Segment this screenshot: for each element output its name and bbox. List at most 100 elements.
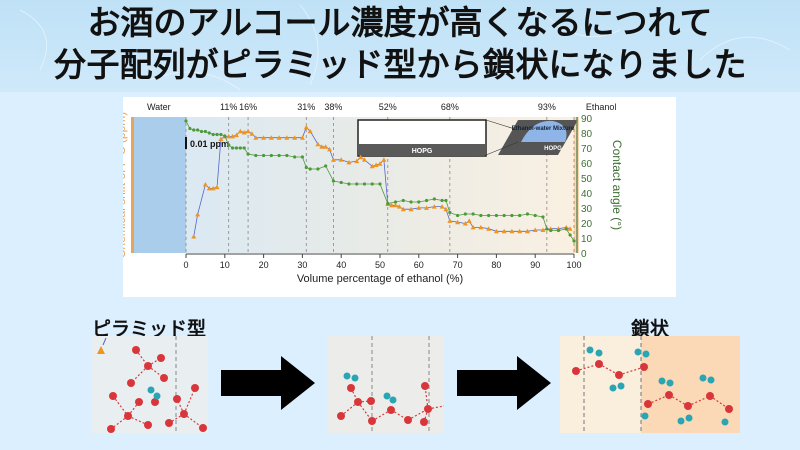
data-point	[215, 132, 219, 137]
data-point	[487, 213, 491, 218]
data-point	[510, 213, 514, 218]
x-tick-label: 100	[566, 260, 581, 270]
data-point	[233, 132, 239, 138]
data-point	[315, 141, 321, 147]
pyramid-label: ピラミッド型	[92, 318, 207, 340]
region-label: 93%	[538, 102, 556, 112]
x-tick-label: 80	[491, 260, 501, 270]
y-right-tick-label: 30	[581, 204, 593, 215]
data-point	[358, 154, 364, 160]
hopg-label: HOPG	[544, 146, 562, 152]
data-point	[517, 228, 523, 234]
data-point	[206, 185, 212, 191]
region-label: 11%	[220, 102, 237, 112]
scale-bar-label: 0.01 ppm	[190, 139, 229, 149]
y-right-tick-label: 0	[581, 249, 587, 260]
y-right-tick-label: 10	[581, 234, 593, 245]
x-tick-label: 70	[453, 260, 463, 270]
data-point	[532, 227, 538, 232]
region-label: 16%	[239, 102, 257, 112]
data-point	[214, 184, 220, 190]
data-point	[269, 153, 273, 158]
data-point	[362, 182, 367, 186]
right-arrow-icon-1	[221, 356, 315, 410]
data-point	[444, 198, 448, 203]
data-point	[354, 158, 360, 164]
data-point	[386, 201, 390, 206]
region-label: 52%	[379, 102, 397, 112]
data-point	[524, 228, 530, 234]
data-point	[188, 126, 192, 131]
data-point	[230, 146, 235, 150]
data-point	[424, 198, 429, 203]
data-point	[471, 212, 475, 216]
y-right-axis-title: Contact angle (°)	[610, 140, 624, 230]
data-point	[478, 224, 484, 230]
data-point	[417, 200, 421, 204]
data-point	[238, 146, 242, 150]
data-point	[319, 144, 325, 149]
data-point	[439, 204, 445, 209]
x-tick-label: 90	[530, 260, 540, 270]
chain-label: 鎖状	[631, 318, 670, 340]
data-point	[307, 128, 313, 134]
data-point	[424, 205, 430, 210]
data-point	[361, 157, 367, 162]
data-point	[203, 129, 207, 134]
pyramid-structure-panel	[91, 336, 208, 433]
chain-structure-panel	[560, 336, 740, 433]
data-point	[199, 129, 204, 134]
data-point	[227, 143, 231, 147]
data-point	[223, 134, 227, 138]
data-point	[447, 218, 453, 223]
data-point	[241, 130, 247, 135]
marble-texture	[19, 4, 791, 91]
x-tick-label: 20	[259, 260, 269, 270]
data-point	[393, 200, 398, 204]
data-point	[316, 167, 320, 171]
x-tick-label: 40	[336, 260, 346, 270]
inset-connector	[485, 141, 519, 156]
data-point	[277, 153, 281, 158]
data-point	[370, 182, 374, 186]
data-point	[262, 153, 266, 158]
data-point	[346, 159, 352, 165]
droplet	[521, 120, 567, 142]
chart: Water 11% 16% 31% 38% 52% 68% 93% Ethanol HOPG Eth…	[123, 102, 624, 285]
data-point	[226, 133, 232, 139]
scale-bar	[185, 137, 187, 149]
x-axis-title: Volume percentage of ethanol (%)	[297, 273, 463, 285]
data-point	[509, 228, 515, 234]
data-point	[572, 239, 576, 243]
data-point	[276, 135, 282, 140]
y-right-tick-label: 20	[581, 219, 593, 230]
transition-structure-panel	[327, 336, 444, 433]
data-point	[486, 226, 492, 231]
data-point	[331, 179, 336, 183]
data-point	[293, 155, 297, 159]
data-point	[549, 228, 553, 233]
data-point	[292, 135, 298, 140]
y-right-tick-label: 70	[581, 144, 593, 155]
data-point	[285, 153, 289, 158]
right-arrow-icon-2	[457, 356, 551, 410]
data-point	[494, 213, 498, 218]
data-point	[237, 128, 243, 134]
data-point	[448, 210, 452, 215]
data-point	[479, 213, 483, 218]
data-point	[396, 204, 402, 209]
data-point	[308, 167, 312, 171]
data-point	[242, 146, 246, 150]
droplet-label: Ethanol-water Mixture	[512, 126, 575, 132]
y-right-tick-label: 50	[581, 174, 593, 185]
data-point	[304, 165, 308, 170]
data-point	[416, 205, 422, 210]
data-point	[284, 135, 290, 140]
data-point	[373, 162, 379, 167]
data-point	[323, 144, 329, 149]
data-point	[432, 197, 436, 201]
data-point	[431, 204, 437, 209]
data-point	[218, 136, 224, 141]
data-point	[195, 211, 201, 217]
data-point	[211, 132, 215, 137]
